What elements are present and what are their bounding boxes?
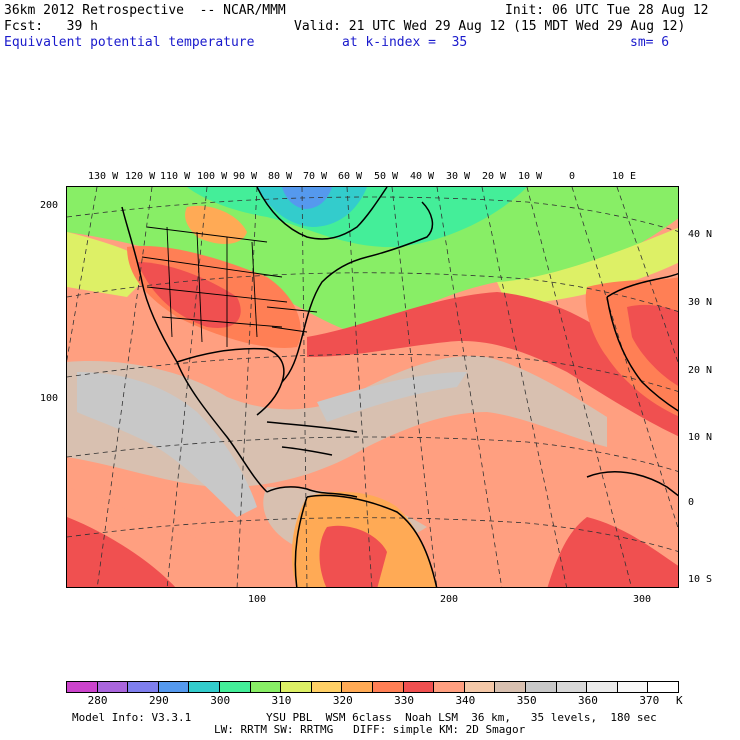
colorbar-swatch xyxy=(189,682,220,692)
grid-x-label: 200 xyxy=(440,594,459,605)
lon-label: 50 W xyxy=(374,171,399,182)
colorbar-swatch xyxy=(434,682,465,692)
colorbar-swatch xyxy=(556,682,588,692)
lat-label: 10 S xyxy=(688,574,713,585)
lon-label: 20 W xyxy=(482,171,507,182)
colorbar-swatch xyxy=(219,682,251,692)
lat-label: 40 N xyxy=(688,229,713,240)
colorbar-swatch xyxy=(525,682,557,692)
colorbar-tick-label: 370 xyxy=(639,694,660,707)
lon-label: 110 W xyxy=(160,171,191,182)
lon-label: 100 W xyxy=(197,171,228,182)
colorbar-tick-label: 330 xyxy=(394,694,415,707)
colorbar-swatch xyxy=(403,682,435,692)
lat-label: 0 xyxy=(688,497,695,508)
colorbar xyxy=(66,681,679,693)
colorbar-swatch xyxy=(281,682,312,692)
colorbar-swatch xyxy=(587,682,618,692)
grid-x-label: 300 xyxy=(633,594,652,605)
physics-info: YSU PBL WSM 6class Noah LSM 36 km, 35 le… xyxy=(266,711,657,724)
run-title: 36km 2012 Retrospective -- NCAR/MMM xyxy=(4,3,286,18)
colorbar-swatch xyxy=(67,682,98,692)
forecast-hour: Fcst: 39 h xyxy=(4,19,98,34)
radiation-info: LW: RRTM SW: RRTMG DIFF: simple KM: 2D S… xyxy=(214,723,526,736)
colorbar-swatch xyxy=(342,682,373,692)
colorbar-swatch xyxy=(250,682,282,692)
colorbar-tick-label: 290 xyxy=(148,694,169,707)
lon-label: 90 W xyxy=(233,171,258,182)
colorbar-tick-label: 320 xyxy=(332,694,353,707)
lat-label: 10 N xyxy=(688,432,713,443)
colorbar-swatch xyxy=(97,682,129,692)
colorbar-swatch xyxy=(158,682,190,692)
colorbar-swatch xyxy=(372,682,404,692)
colorbar-tick-label: 340 xyxy=(455,694,476,707)
lon-label: 10 W xyxy=(518,171,543,182)
theta-e-field-map xyxy=(67,187,678,587)
model-info: Model Info: V3.3.1 xyxy=(72,711,192,724)
lon-label: 70 W xyxy=(303,171,328,182)
colorbar-tick-label: 300 xyxy=(210,694,231,707)
colorbar-unit: K xyxy=(676,694,683,707)
lon-label: 130 W xyxy=(88,171,119,182)
field-name: Equivalent potential temperature xyxy=(4,35,255,50)
lon-label: 30 W xyxy=(446,171,471,182)
colorbar-tick-label: 350 xyxy=(516,694,537,707)
init-time: Init: 06 UTC Tue 28 Aug 12 xyxy=(505,3,709,18)
colorbar-tick-label: 360 xyxy=(578,694,598,707)
grid-x-label: 100 xyxy=(248,594,267,605)
smoothing-info: sm= 6 xyxy=(630,35,670,50)
colorbar-swatch xyxy=(464,682,496,692)
lon-label: 60 W xyxy=(338,171,363,182)
lat-label: 20 N xyxy=(688,365,713,376)
lon-label: 40 W xyxy=(410,171,435,182)
grid-y-label: 100 xyxy=(40,393,59,404)
colorbar-swatch xyxy=(311,682,343,692)
colorbar-swatch xyxy=(648,682,678,692)
colorbar-swatch xyxy=(495,682,526,692)
grid-y-label: 200 xyxy=(40,200,59,211)
level-info: at k-index = 35 xyxy=(342,35,468,50)
lon-label: 80 W xyxy=(268,171,293,182)
colorbar-swatch xyxy=(128,682,159,692)
valid-time: Valid: 21 UTC Wed 29 Aug 12 (15 MDT Wed … xyxy=(294,19,686,34)
lat-label: 30 N xyxy=(688,297,713,308)
lon-label: 0 xyxy=(569,171,576,182)
colorbar-tick-label: 310 xyxy=(271,694,292,707)
colorbar-swatch xyxy=(617,682,649,692)
lon-label: 10 E xyxy=(612,171,637,182)
colorbar-tick-label: 280 xyxy=(87,694,108,707)
map-panel xyxy=(66,186,679,588)
lon-label: 120 W xyxy=(125,171,156,182)
